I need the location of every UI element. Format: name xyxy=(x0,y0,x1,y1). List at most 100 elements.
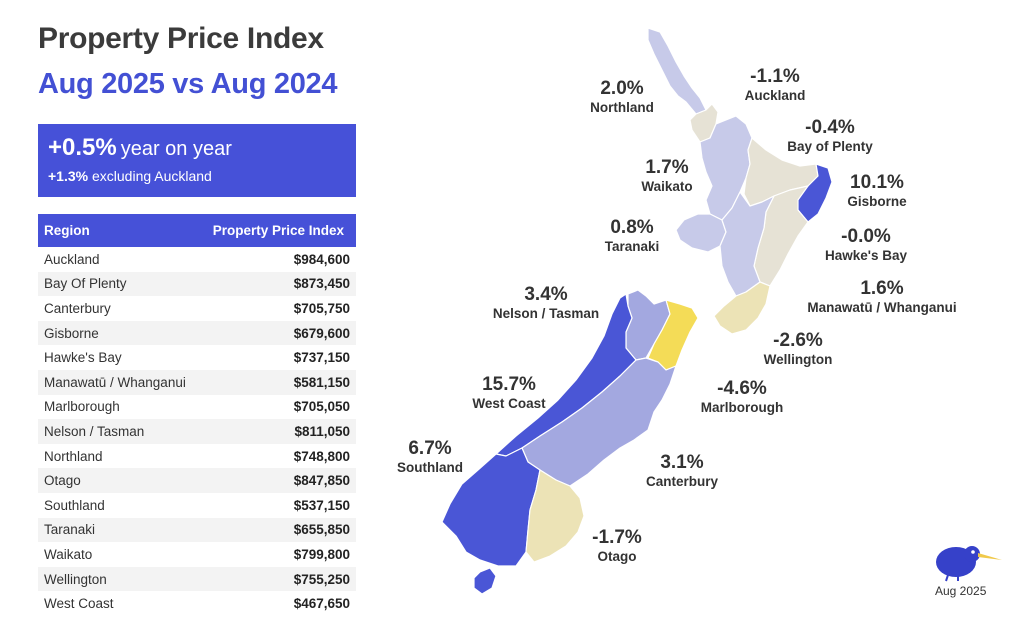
table-row: Southland $537,150 xyxy=(38,493,356,518)
map-label-percent: -0.0% xyxy=(841,226,891,247)
table-row: Hawke's Bay $737,150 xyxy=(38,345,356,370)
region-northland xyxy=(647,27,707,115)
region-name-cell: Taranaki xyxy=(38,517,200,543)
region-taranaki xyxy=(675,213,727,253)
map-label-percent: 3.4% xyxy=(524,284,568,305)
nz-region-map xyxy=(441,27,833,595)
map-label-percent: -2.6% xyxy=(773,330,823,351)
map-label-northland: 2.0% Northland xyxy=(590,78,654,116)
region-name-cell: Bay Of Plenty xyxy=(38,271,200,297)
map-label-region: Southland xyxy=(397,460,463,475)
map-label-region: Canterbury xyxy=(645,474,719,489)
map-label-region: Gisborne xyxy=(847,194,907,209)
region-southland xyxy=(441,447,541,567)
map-label-percent: -0.4% xyxy=(805,117,855,138)
yoy-ex-value: +1.3% xyxy=(48,168,89,184)
map-label-percent: -1.7% xyxy=(592,527,642,548)
region-name-cell: West Coast xyxy=(44,596,114,612)
region-name-cell: Canterbury xyxy=(44,300,111,316)
map-label-percent: -1.1% xyxy=(750,66,800,87)
index-value-cell: $799,800 xyxy=(293,546,350,562)
index-value-cell: $679,600 xyxy=(199,320,356,346)
region-name-cell: Nelson / Tasman xyxy=(38,419,200,444)
yoy-ex-label: excluding Auckland xyxy=(91,168,212,184)
map-label-southland: 6.7% Southland xyxy=(397,438,463,476)
column-header-region: Region xyxy=(38,214,200,247)
region-name-cell: Wellington xyxy=(38,566,200,592)
map-label-region: Hawke's Bay xyxy=(824,248,908,263)
map-label-percent: -4.6% xyxy=(717,378,767,399)
price-index-table: Region Property Price Index Auckland $984… xyxy=(38,214,356,616)
index-value-cell: $581,150 xyxy=(199,369,356,395)
map-label-marlborough: -4.6% Marlborough xyxy=(701,378,784,416)
map-label-percent: 1.7% xyxy=(645,157,689,178)
map-label-region: Marlborough xyxy=(700,400,784,415)
index-value-cell: $748,800 xyxy=(293,448,350,464)
table-row: Otago $847,850 xyxy=(38,468,356,493)
region-name-cell: Marlborough xyxy=(44,399,120,415)
map-label-region: Nelson / Tasman xyxy=(492,306,600,321)
index-value-cell: $705,750 xyxy=(293,300,350,316)
map-label-nelson: 3.4% Nelson / Tasman xyxy=(493,284,599,322)
index-value-cell: $755,250 xyxy=(199,566,356,592)
map-label-taranaki: 0.8% Taranaki xyxy=(605,217,660,255)
map-label-wellington: -2.6% Wellington xyxy=(764,330,833,368)
yoy-summary-box: +0.5% year on year +1.3% excluding Auckla… xyxy=(38,124,356,197)
column-header-index: Property Price Index xyxy=(199,214,356,247)
table-row: West Coast $467,650 xyxy=(38,591,356,616)
table-row: Gisborne $679,600 xyxy=(38,320,356,346)
map-label-percent: 10.1% xyxy=(850,172,904,193)
index-value-cell: $847,850 xyxy=(199,468,356,493)
region-canterbury xyxy=(521,357,677,487)
table-row: Nelson / Tasman $811,050 xyxy=(38,419,356,444)
map-label-percent: 0.8% xyxy=(610,217,654,238)
map-label-bop: -0.4% Bay of Plenty xyxy=(787,117,873,155)
map-label-auckland: -1.1% Auckland xyxy=(745,66,806,104)
index-value-cell: $537,150 xyxy=(293,497,350,513)
index-value-cell: $655,850 xyxy=(199,517,356,543)
map-label-percent: 1.6% xyxy=(860,278,904,299)
page-title: Property Price Index xyxy=(38,22,324,55)
map-label-gisborne: 10.1% Gisborne xyxy=(847,172,906,210)
map-label-region: West Coast xyxy=(472,396,546,411)
map-label-hawkes: -0.0% Hawke's Bay xyxy=(825,226,907,264)
map-label-percent: 3.1% xyxy=(660,452,704,473)
index-value-cell: $705,050 xyxy=(293,399,350,415)
map-label-region: Taranaki xyxy=(604,239,660,254)
table-row: Waikato $799,800 xyxy=(38,542,356,567)
map-label-percent: 6.7% xyxy=(408,438,452,459)
map-label-region: Wellington xyxy=(763,352,833,367)
region-manawatu xyxy=(719,191,775,297)
region-wellington xyxy=(713,281,771,335)
map-label-manawatu: 1.6% Manawatū / Whanganui xyxy=(807,278,956,316)
table-row: Northland $748,800 xyxy=(38,444,356,469)
yoy-value: +0.5% xyxy=(48,134,117,161)
region-stewart-island xyxy=(473,567,497,595)
footer-date: Aug 2025 xyxy=(935,584,987,598)
table-row: Bay Of Plenty $873,450 xyxy=(38,271,356,297)
region-name-cell: Gisborne xyxy=(38,320,200,346)
index-value-cell: $984,600 xyxy=(293,251,350,267)
table-row: Manawatū / Whanganui $581,150 xyxy=(38,369,356,395)
table-row: Canterbury $705,750 xyxy=(38,296,356,321)
region-name-cell: Auckland xyxy=(44,251,100,267)
map-label-percent: 15.7% xyxy=(482,374,536,395)
table-row: Taranaki $655,850 xyxy=(38,517,356,543)
map-label-westcoast: 15.7% West Coast xyxy=(472,374,545,412)
kiwi-icon xyxy=(936,546,1002,582)
yoy-label: year on year xyxy=(120,138,232,160)
map-label-percent: 2.0% xyxy=(600,78,644,99)
table-header-row: Region Property Price Index xyxy=(38,214,356,247)
table-row: Wellington $755,250 xyxy=(38,566,356,592)
table-row: Auckland $984,600 xyxy=(38,247,356,272)
map-label-region: Northland xyxy=(590,100,654,115)
index-value-cell: $467,650 xyxy=(293,596,350,612)
map-label-region: Manawatū / Whanganui xyxy=(807,300,957,315)
map-label-canterbury: 3.1% Canterbury xyxy=(646,452,718,490)
region-otago xyxy=(525,469,585,563)
table-row: Marlborough $705,050 xyxy=(38,395,356,420)
map-label-region: Auckland xyxy=(744,88,806,103)
region-name-cell: Waikato xyxy=(44,546,93,562)
region-name-cell: Manawatū / Whanganui xyxy=(38,369,200,395)
map-label-region: Otago xyxy=(597,549,637,564)
